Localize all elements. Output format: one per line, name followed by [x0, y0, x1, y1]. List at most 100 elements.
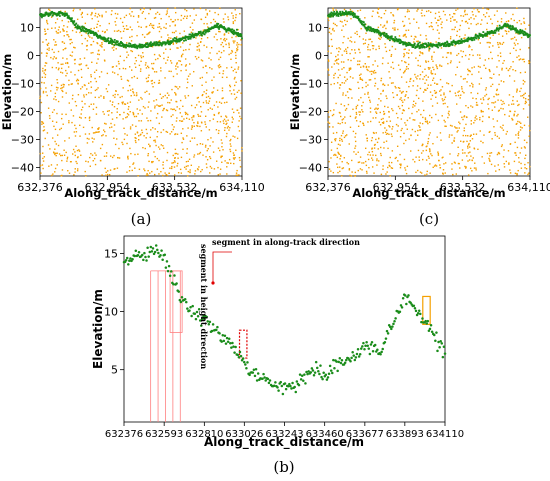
noise-point — [464, 34, 466, 36]
noise-point — [339, 139, 341, 142]
signal-point — [284, 387, 288, 391]
noise-point — [457, 154, 459, 157]
noise-point — [337, 152, 340, 155]
noise-point — [383, 12, 386, 15]
signal-point — [450, 43, 453, 45]
noise-point — [180, 120, 183, 122]
noise-point — [366, 140, 369, 142]
noise-point — [410, 35, 413, 37]
noise-point — [156, 131, 159, 133]
noise-point — [221, 97, 223, 100]
noise-point — [197, 115, 200, 117]
noise-point — [88, 116, 91, 118]
noise-point — [451, 84, 453, 87]
noise-point — [466, 13, 468, 16]
signal-point — [309, 371, 313, 374]
noise-point — [201, 168, 203, 171]
annotation-along-track: segment in along-track direction — [212, 237, 360, 247]
noise-point — [189, 15, 191, 17]
panel-b-xtick-label: 634110 — [426, 429, 464, 440]
noise-point — [421, 15, 423, 17]
noise-point — [391, 108, 393, 110]
noise-point — [388, 133, 390, 136]
noise-point — [219, 56, 222, 59]
noise-point — [354, 117, 357, 119]
signal-point — [369, 26, 372, 29]
noise-point — [83, 57, 86, 59]
noise-point — [88, 138, 90, 140]
signal-point — [139, 46, 141, 49]
noise-point — [98, 53, 101, 56]
noise-point — [361, 169, 363, 171]
noise-point — [42, 167, 44, 170]
noise-point — [514, 110, 516, 113]
noise-point — [135, 141, 137, 144]
noise-point — [415, 21, 418, 24]
noise-point — [370, 139, 373, 142]
noise-point — [179, 99, 182, 102]
signal-point — [202, 315, 205, 318]
signal-point — [58, 11, 60, 13]
signal-point — [361, 20, 364, 23]
noise-point — [210, 47, 213, 49]
signal-point — [493, 31, 496, 34]
noise-point — [172, 154, 174, 157]
noise-point — [524, 157, 526, 160]
noise-point — [173, 31, 176, 34]
noise-point — [216, 52, 218, 55]
panel-c: 632,376 632,954 633,532 634,110100−10−20−30… — [288, 7, 550, 228]
noise-point — [415, 156, 417, 158]
noise-point — [142, 55, 145, 58]
noise-point — [81, 86, 84, 88]
noise-point — [68, 120, 70, 122]
signal-point — [46, 12, 48, 15]
noise-point — [62, 28, 64, 31]
noise-point — [409, 80, 411, 83]
noise-point — [471, 82, 473, 85]
noise-point — [176, 63, 178, 65]
noise-point — [332, 9, 335, 11]
noise-point — [62, 83, 64, 86]
noise-point — [186, 86, 188, 89]
noise-point — [81, 11, 84, 14]
noise-point — [470, 92, 472, 94]
noise-point — [393, 29, 396, 31]
signal-point — [328, 15, 331, 18]
noise-point — [463, 116, 465, 118]
noise-point — [500, 21, 503, 23]
noise-point — [523, 60, 526, 63]
noise-point — [234, 68, 236, 70]
noise-point — [404, 169, 407, 171]
noise-point — [405, 66, 408, 68]
noise-point — [355, 153, 357, 155]
noise-point — [201, 84, 203, 86]
noise-point — [334, 153, 336, 156]
signal-point — [197, 307, 201, 311]
signal-point — [463, 40, 466, 43]
noise-point — [337, 69, 340, 71]
signal-point — [295, 380, 299, 383]
noise-point — [350, 36, 352, 38]
noise-point — [480, 109, 482, 112]
noise-point — [357, 99, 360, 101]
noise-point — [114, 12, 117, 15]
noise-point — [395, 123, 398, 126]
noise-point — [192, 29, 194, 31]
signal-point — [509, 25, 512, 28]
noise-point — [129, 7, 131, 10]
panel-b-xtick-label: 633677 — [346, 429, 384, 440]
xlabel-c: Along_track_distance/m — [352, 186, 505, 201]
noise-point — [136, 108, 138, 110]
noise-point — [72, 94, 74, 97]
noise-point — [164, 172, 166, 174]
noise-point — [409, 78, 412, 80]
noise-point — [63, 42, 66, 44]
noise-point — [528, 60, 530, 62]
noise-point — [151, 62, 153, 65]
noise-point — [427, 66, 430, 69]
noise-point — [377, 26, 380, 29]
noise-point — [444, 162, 447, 164]
noise-point — [227, 162, 229, 164]
noise-point — [96, 42, 98, 44]
signal-point — [452, 39, 455, 42]
